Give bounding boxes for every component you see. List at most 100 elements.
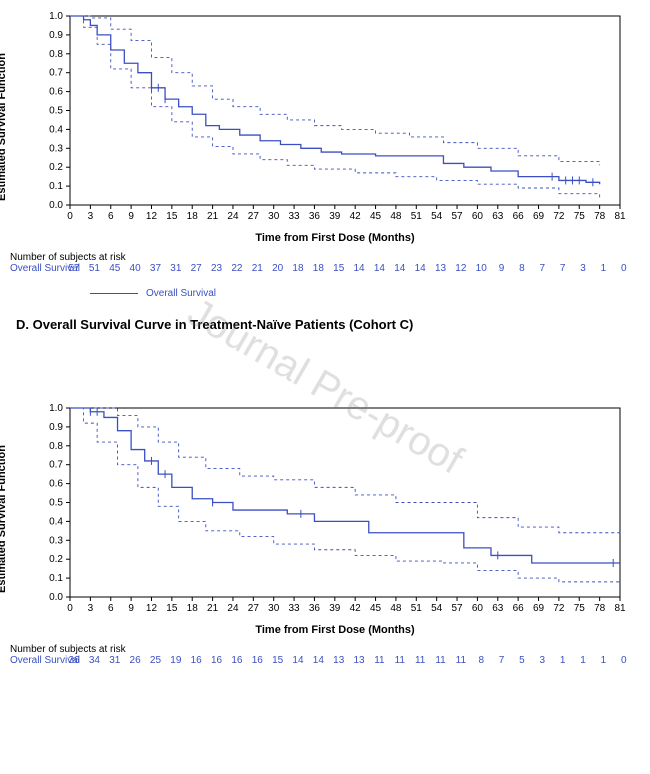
svg-text:6: 6 [108, 603, 114, 614]
svg-text:66: 66 [513, 603, 525, 614]
svg-text:0.1: 0.1 [49, 573, 63, 584]
svg-text:1.0: 1.0 [49, 11, 63, 22]
svg-text:0.6: 0.6 [49, 479, 63, 490]
svg-text:51: 51 [411, 603, 423, 614]
risk-cell: 9 [491, 263, 511, 274]
svg-text:0: 0 [67, 603, 73, 614]
svg-text:0.0: 0.0 [49, 200, 63, 211]
risk-cell: 11 [410, 655, 430, 666]
risk-cell: 19 [166, 655, 186, 666]
svg-text:0: 0 [67, 211, 73, 222]
svg-text:0.5: 0.5 [49, 498, 63, 509]
svg-text:45: 45 [370, 211, 382, 222]
svg-text:69: 69 [533, 603, 545, 614]
risk-cell: 15 [267, 655, 287, 666]
svg-text:63: 63 [492, 603, 504, 614]
svg-text:9: 9 [128, 603, 134, 614]
risk-cell: 5 [512, 655, 532, 666]
risk-cell: 34 [84, 655, 104, 666]
risk-cell: 14 [308, 655, 328, 666]
risk-cell: 14 [390, 263, 410, 274]
svg-text:0.3: 0.3 [49, 535, 63, 546]
legend-line-icon [90, 293, 138, 294]
risk-cell: 14 [349, 263, 369, 274]
svg-text:54: 54 [431, 603, 443, 614]
svg-text:48: 48 [390, 603, 402, 614]
svg-text:75: 75 [574, 603, 586, 614]
svg-text:57: 57 [451, 603, 463, 614]
svg-text:30: 30 [268, 603, 280, 614]
risk-label-2: Number of subjects at risk [10, 644, 650, 655]
risk-cell: 12 [451, 263, 471, 274]
svg-text:33: 33 [289, 603, 301, 614]
svg-text:15: 15 [166, 603, 178, 614]
risk-cell: 13 [329, 655, 349, 666]
risk-cell: 15 [329, 263, 349, 274]
risk-cells-2: 3634312625191616161615141413131111111111… [64, 655, 634, 666]
risk-cell: 20 [267, 263, 287, 274]
risk-cell: 1 [573, 655, 593, 666]
chart-2-risk-block: Number of subjects at risk Overall Survi… [10, 644, 650, 666]
svg-text:39: 39 [329, 211, 341, 222]
chart-2-svg: 0.00.10.20.30.40.50.60.70.80.91.00369121… [10, 402, 630, 622]
risk-cell: 7 [552, 263, 572, 274]
risk-cell: 11 [390, 655, 410, 666]
risk-cell: 7 [532, 263, 552, 274]
risk-cell: 22 [227, 263, 247, 274]
svg-text:0.2: 0.2 [49, 162, 63, 173]
svg-text:48: 48 [390, 211, 402, 222]
risk-cell: 0 [614, 263, 634, 274]
svg-text:9: 9 [128, 211, 134, 222]
svg-text:36: 36 [309, 603, 321, 614]
risk-cell: 13 [349, 655, 369, 666]
risk-cell: 36 [64, 655, 84, 666]
svg-text:6: 6 [108, 211, 114, 222]
svg-text:42: 42 [350, 211, 362, 222]
svg-text:0.4: 0.4 [49, 516, 63, 527]
svg-text:1.0: 1.0 [49, 403, 63, 414]
legend-text: Overall Survival [146, 288, 216, 299]
svg-text:81: 81 [614, 603, 626, 614]
risk-cell: 31 [105, 655, 125, 666]
chart-2-wrap: Estimated Survival Function 0.00.10.20.3… [10, 402, 650, 636]
risk-row-1: Overall Survival 57514540373127232221201… [10, 263, 650, 274]
svg-text:81: 81 [614, 211, 626, 222]
chart-2-ylabel: Estimated Survival Function [0, 445, 8, 593]
risk-cell: 14 [410, 263, 430, 274]
svg-text:60: 60 [472, 211, 484, 222]
risk-cell: 0 [614, 655, 634, 666]
svg-text:0.9: 0.9 [49, 30, 63, 41]
chart-1-ylabel: Estimated Survival Function [0, 53, 8, 201]
svg-text:69: 69 [533, 211, 545, 222]
chart-1-svg: 0.00.10.20.30.40.50.60.70.80.91.00369121… [10, 10, 630, 230]
risk-row-2: Overall Survival 36343126251916161616151… [10, 655, 650, 666]
svg-text:24: 24 [227, 603, 239, 614]
risk-cell: 14 [288, 655, 308, 666]
svg-text:3: 3 [88, 211, 94, 222]
legend-1: Overall Survival [90, 288, 650, 299]
svg-text:36: 36 [309, 211, 321, 222]
svg-text:0.4: 0.4 [49, 124, 63, 135]
risk-cell: 27 [186, 263, 206, 274]
svg-text:0.7: 0.7 [49, 460, 63, 471]
risk-cell: 31 [166, 263, 186, 274]
risk-cell: 16 [247, 655, 267, 666]
svg-text:18: 18 [187, 603, 199, 614]
chart-1-risk-block: Number of subjects at risk Overall Survi… [10, 252, 650, 274]
svg-text:78: 78 [594, 603, 606, 614]
svg-text:75: 75 [574, 211, 586, 222]
svg-text:3: 3 [88, 603, 94, 614]
svg-text:27: 27 [248, 211, 260, 222]
risk-cell: 16 [186, 655, 206, 666]
svg-text:0.3: 0.3 [49, 143, 63, 154]
risk-cell: 11 [451, 655, 471, 666]
svg-text:0.1: 0.1 [49, 181, 63, 192]
svg-text:57: 57 [451, 211, 463, 222]
svg-text:63: 63 [492, 211, 504, 222]
svg-text:42: 42 [350, 603, 362, 614]
risk-cell: 10 [471, 263, 491, 274]
chart-1-xlabel: Time from First Dose (Months) [10, 232, 650, 244]
svg-text:30: 30 [268, 211, 280, 222]
svg-text:60: 60 [472, 603, 484, 614]
risk-cell: 1 [593, 263, 613, 274]
